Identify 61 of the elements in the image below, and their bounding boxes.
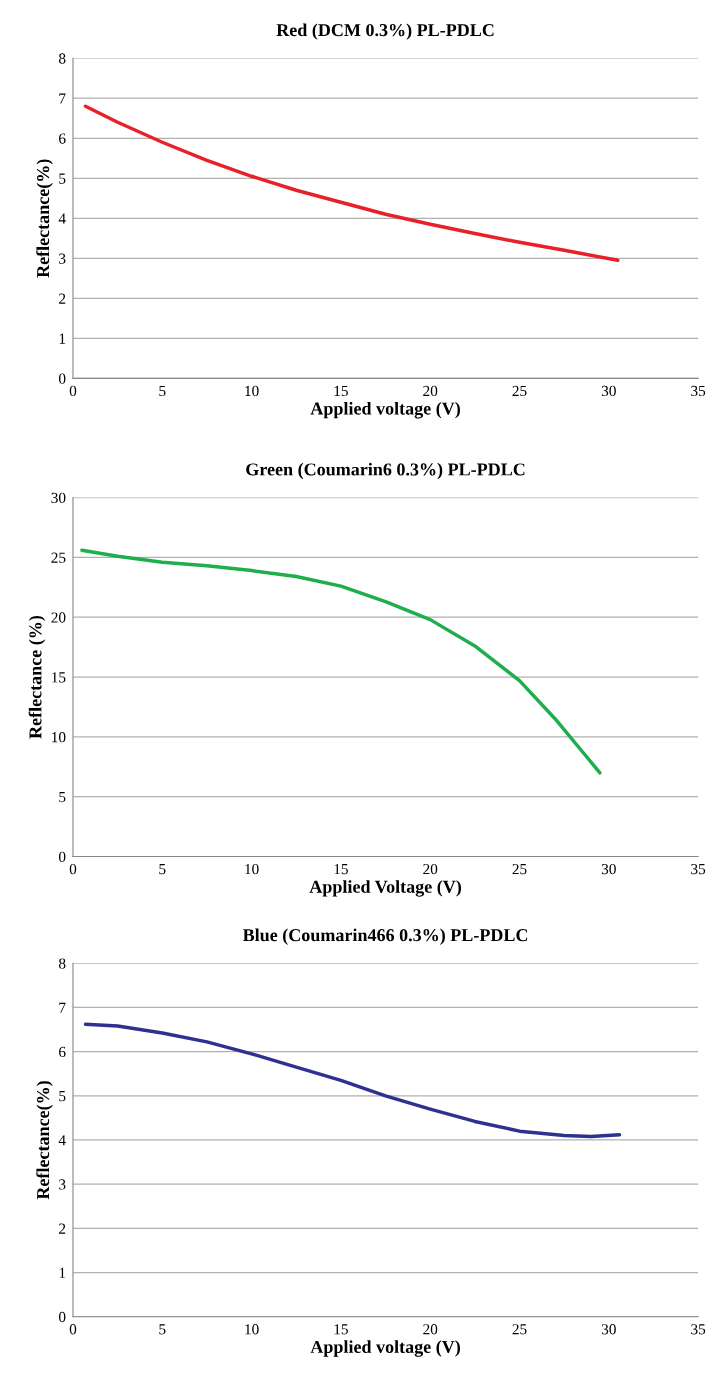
x-tick-label: 30: [601, 385, 616, 397]
line-series: [83, 104, 620, 263]
y-tick-label: 7: [59, 93, 66, 104]
y-tick-label: 6: [59, 133, 66, 144]
x-tick-label: 20: [423, 863, 438, 875]
x-tick-label: 0: [69, 863, 77, 875]
x-tick-label: 20: [423, 1324, 438, 1335]
x-tick-label: 25: [512, 385, 527, 397]
x-axis-title: Applied Voltage (V): [309, 880, 462, 897]
x-axis-title: Applied voltage (V): [310, 1340, 460, 1357]
x-tick-label: 15: [334, 1324, 348, 1335]
x-tick-label: 0: [69, 1324, 77, 1335]
x-tick-label: 30: [601, 863, 616, 875]
y-axis-title: Reflectance (%): [28, 615, 46, 739]
y-tick-label: 30: [51, 492, 66, 504]
x-tick-label: 10: [245, 385, 259, 397]
y-tick-label: 10: [52, 732, 66, 743]
y-tick-label: 3: [59, 253, 66, 264]
y-tick-label: 20: [51, 612, 66, 623]
chart-title: Blue (Coumarin466 0.3%) PL-PDLC: [242, 928, 528, 945]
x-tick-label: 25: [512, 1324, 527, 1335]
y-tick-label: 8: [58, 958, 66, 969]
x-tick-label: 10: [245, 863, 259, 875]
y-tick-label: 8: [58, 53, 66, 64]
y-tick-label: 4: [58, 1135, 66, 1146]
x-tick-label: 10: [245, 1324, 259, 1335]
y-tick-label: 15: [52, 672, 66, 683]
y-tick-label: 25: [51, 552, 66, 563]
chart-title: Green (Coumarin6 0.3%) PL-PDLC: [246, 462, 525, 480]
x-tick-label: 0: [69, 385, 77, 397]
line-series: [83, 1022, 622, 1139]
y-tick-label: 2: [59, 293, 66, 304]
y-tick-label: 2: [59, 1223, 66, 1234]
chart-title: Red (DCM 0.3%) PL-PDLC: [276, 23, 494, 40]
y-tick-label: 3: [59, 1179, 66, 1190]
y-tick-label: 0: [58, 1311, 66, 1323]
y-tick-label: 7: [59, 1002, 66, 1013]
line-series: [80, 548, 602, 775]
x-tick-label: 25: [512, 863, 527, 875]
x-tick-label: 15: [334, 385, 348, 397]
y-tick-label: 5: [59, 1091, 66, 1102]
y-tick-label: 6: [59, 1046, 66, 1058]
y-axis-title: Reflectance(%): [36, 1081, 53, 1200]
x-axis-title: Applied voltage (V): [310, 401, 460, 419]
x-tick-label: 5: [159, 385, 166, 397]
y-tick-label: 0: [58, 373, 66, 384]
y-axis-title: Reflectance(%): [36, 159, 53, 278]
x-tick-label: 35: [691, 385, 706, 397]
x-tick-label: 35: [691, 863, 706, 875]
x-tick-label: 30: [601, 1324, 616, 1335]
y-tick-label: 0: [58, 851, 66, 862]
x-tick-label: 15: [334, 864, 348, 875]
y-tick-label: 4: [58, 213, 66, 224]
x-tick-label: 5: [159, 864, 166, 875]
x-tick-label: 5: [159, 1324, 166, 1335]
x-tick-label: 20: [423, 385, 438, 397]
x-tick-label: 35: [691, 1324, 706, 1335]
y-tick-label: 1: [59, 333, 66, 344]
y-tick-label: 5: [59, 173, 66, 184]
y-tick-label: 5: [59, 792, 66, 803]
y-tick-label: 1: [59, 1267, 66, 1278]
